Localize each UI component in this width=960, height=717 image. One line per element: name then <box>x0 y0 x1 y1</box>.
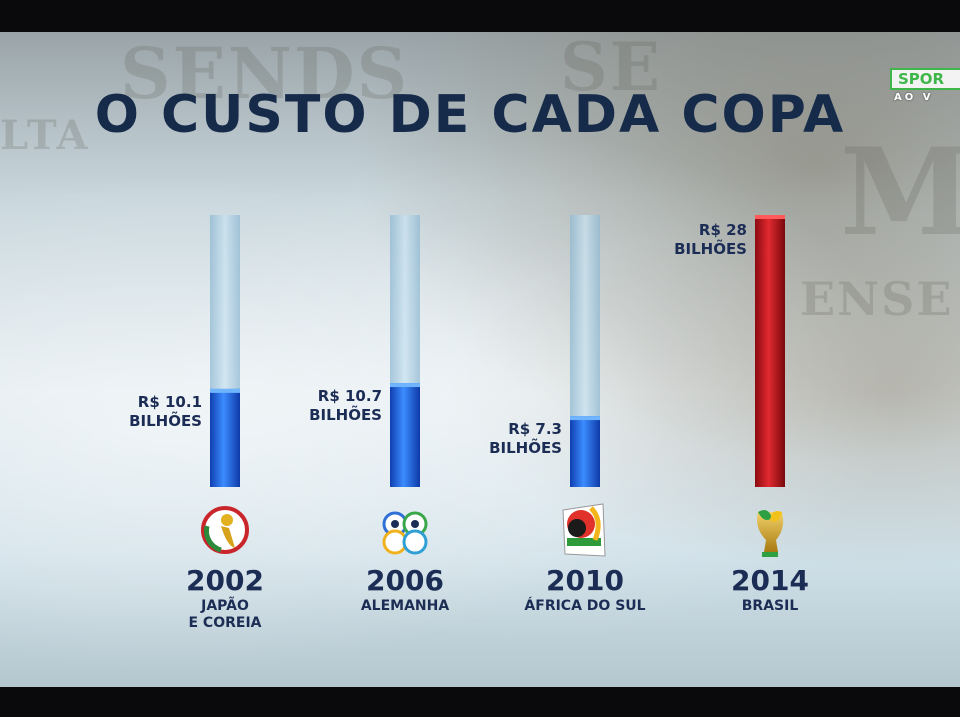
bar-2002 <box>210 388 240 487</box>
emblem-trophy <box>757 512 784 552</box>
bar-host-label: JAPÃO <box>200 597 249 614</box>
background-decoration: SENDS <box>120 32 410 115</box>
world-cup-2010-emblem-icon <box>562 503 606 557</box>
tv-bezel <box>0 687 960 717</box>
bar-top-highlight <box>755 215 785 219</box>
bar-year-label: 2014 <box>731 564 809 597</box>
world-cup-2006-emblem-icon <box>382 511 428 555</box>
emblem-figure <box>568 519 586 537</box>
bar-value-unit: BILHÕES <box>674 239 747 258</box>
emblem-trophy <box>221 526 235 548</box>
bar-2010 <box>570 416 600 487</box>
tv-screen: SENDS SE M ENSE LTA SPOR AO V <box>0 32 960 687</box>
emblem-hand-green <box>758 510 772 520</box>
bar-value-label: R$ 7.3 <box>508 420 562 438</box>
bar-2006 <box>390 383 420 487</box>
bar-2014 <box>755 215 785 487</box>
emblem-arc <box>203 525 222 553</box>
bar-year-label: 2010 <box>546 564 624 597</box>
bar-year-label: 2006 <box>366 564 444 597</box>
bar-host-label: BRASIL <box>742 598 799 614</box>
emblem-face <box>402 529 428 555</box>
bar-value-unit: BILHÕES <box>309 405 382 424</box>
emblem-hand-yellow <box>770 511 782 522</box>
bar-value-label: R$ 10.7 <box>318 387 382 405</box>
channel-logo-subtext: AO V <box>894 92 934 103</box>
world-cup-2002-emblem-icon <box>201 506 249 554</box>
emblem-ball <box>221 514 233 526</box>
bar-host-label: ÁFRICA DO SUL <box>524 597 645 614</box>
bar-top-highlight <box>570 416 600 421</box>
bar-top-highlight <box>210 388 240 393</box>
background-decoration: SE <box>560 32 662 106</box>
bar-value-unit: BILHÕES <box>129 411 202 430</box>
bar-value-label: R$ 10.1 <box>138 393 202 411</box>
emblem-eye <box>411 520 419 528</box>
background-decoration: ENSE <box>800 272 954 326</box>
channel-logo: SPOR <box>890 68 960 90</box>
emblem-base <box>762 552 778 557</box>
bar-value-unit: BILHÕES <box>489 438 562 457</box>
emblem-ground <box>567 538 601 546</box>
bar-host-label: ALEMANHA <box>361 598 450 614</box>
background-decoration: M <box>840 122 960 263</box>
bar-year-label: 2002 <box>186 564 264 597</box>
bar-top-highlight <box>390 383 420 388</box>
chart-title: O CUSTO DE CADA COPA <box>94 85 846 145</box>
bar-value-label: R$ 28 <box>699 221 747 239</box>
world-cup-2014-emblem-icon <box>757 510 784 557</box>
emblem-swoosh <box>589 506 601 541</box>
bar-host-label: E COREIA <box>188 615 261 631</box>
emblem-eye <box>391 520 399 528</box>
background-decoration: LTA <box>0 112 90 159</box>
